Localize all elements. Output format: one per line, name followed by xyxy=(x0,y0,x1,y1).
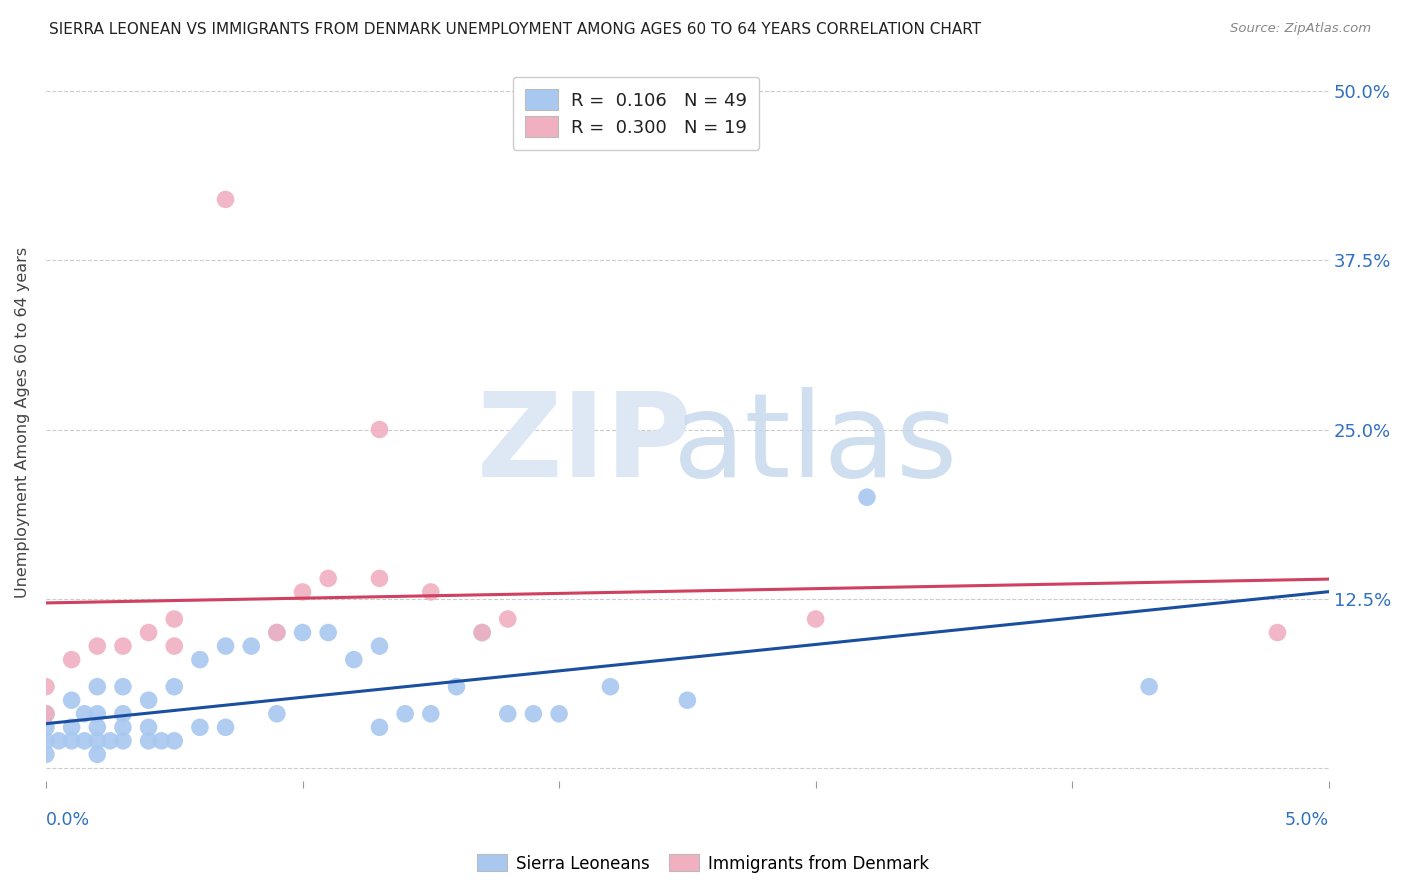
Point xyxy=(35,680,58,694)
Text: atlas: atlas xyxy=(673,387,959,502)
Point xyxy=(111,680,134,694)
Point xyxy=(188,652,211,666)
Point xyxy=(1137,680,1160,694)
Y-axis label: Unemployment Among Ages 60 to 64 years: Unemployment Among Ages 60 to 64 years xyxy=(15,247,30,599)
Point xyxy=(86,734,108,748)
Point xyxy=(35,706,58,721)
Point xyxy=(138,734,160,748)
Text: ZIP: ZIP xyxy=(477,387,693,502)
Point xyxy=(266,625,288,640)
Point xyxy=(368,571,391,585)
Point xyxy=(48,734,70,748)
Point xyxy=(471,625,494,640)
Point xyxy=(266,706,288,721)
Point xyxy=(368,720,391,734)
Point xyxy=(138,720,160,734)
Point xyxy=(73,734,96,748)
Point xyxy=(316,571,339,585)
Point xyxy=(35,734,58,748)
Point xyxy=(98,734,121,748)
Point xyxy=(60,720,83,734)
Point xyxy=(60,652,83,666)
Point xyxy=(86,639,108,653)
Point xyxy=(138,625,160,640)
Legend: Sierra Leoneans, Immigrants from Denmark: Sierra Leoneans, Immigrants from Denmark xyxy=(471,847,935,880)
Point xyxy=(188,720,211,734)
Point xyxy=(60,734,83,748)
Point xyxy=(86,747,108,762)
Point xyxy=(150,734,173,748)
Point xyxy=(111,639,134,653)
Point xyxy=(163,612,186,626)
Point xyxy=(214,639,236,653)
Point xyxy=(35,720,58,734)
Text: Source: ZipAtlas.com: Source: ZipAtlas.com xyxy=(1230,22,1371,36)
Point xyxy=(163,734,186,748)
Text: 0.0%: 0.0% xyxy=(46,811,90,830)
Point xyxy=(291,625,314,640)
Point xyxy=(111,720,134,734)
Point xyxy=(676,693,699,707)
Text: 5.0%: 5.0% xyxy=(1285,811,1329,830)
Legend: R =  0.106   N = 49, R =  0.300   N = 19: R = 0.106 N = 49, R = 0.300 N = 19 xyxy=(513,77,759,150)
Point xyxy=(419,585,441,599)
Point xyxy=(163,680,186,694)
Point xyxy=(214,720,236,734)
Point xyxy=(856,490,879,504)
Point xyxy=(35,706,58,721)
Point xyxy=(86,706,108,721)
Point xyxy=(35,747,58,762)
Point xyxy=(240,639,263,653)
Point xyxy=(86,720,108,734)
Point xyxy=(599,680,621,694)
Point xyxy=(316,625,339,640)
Point xyxy=(368,423,391,437)
Point xyxy=(60,693,83,707)
Point xyxy=(496,706,519,721)
Point xyxy=(266,625,288,640)
Point xyxy=(86,680,108,694)
Point xyxy=(1267,625,1289,640)
Point xyxy=(471,625,494,640)
Point xyxy=(446,680,468,694)
Point xyxy=(394,706,416,721)
Point xyxy=(368,639,391,653)
Point xyxy=(419,706,441,721)
Point xyxy=(214,193,236,207)
Point xyxy=(522,706,544,721)
Point xyxy=(111,706,134,721)
Point xyxy=(343,652,366,666)
Point xyxy=(804,612,827,626)
Point xyxy=(291,585,314,599)
Point xyxy=(138,693,160,707)
Point xyxy=(496,612,519,626)
Point xyxy=(73,706,96,721)
Point xyxy=(111,734,134,748)
Point xyxy=(548,706,571,721)
Text: SIERRA LEONEAN VS IMMIGRANTS FROM DENMARK UNEMPLOYMENT AMONG AGES 60 TO 64 YEARS: SIERRA LEONEAN VS IMMIGRANTS FROM DENMAR… xyxy=(49,22,981,37)
Point xyxy=(163,639,186,653)
